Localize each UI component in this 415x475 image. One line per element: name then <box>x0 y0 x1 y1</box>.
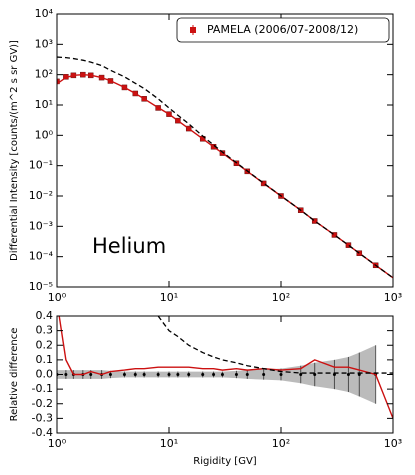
plot-area <box>57 56 393 279</box>
data-point <box>156 373 160 376</box>
y-tick-label: 10² <box>35 68 53 81</box>
x-tick-label: 10⁰ <box>48 437 67 450</box>
legend-marker <box>190 27 196 33</box>
x-tick-label: 10² <box>272 291 290 304</box>
y-tick-label: 0.0 <box>36 368 54 381</box>
data-point <box>262 373 266 376</box>
data-point <box>299 373 303 376</box>
y-tick-label: 10⁻¹ <box>29 159 53 172</box>
data-point <box>122 373 126 376</box>
data-point <box>212 373 216 376</box>
annotation: Helium <box>92 234 166 258</box>
y-tick-label: 0.4 <box>36 309 54 322</box>
axes-frame <box>56 13 394 288</box>
y-tick-label: 0.1 <box>36 353 54 366</box>
y-tick-label: -0.4 <box>32 426 53 439</box>
plot-area <box>57 316 393 419</box>
data-point <box>133 373 137 376</box>
x-tick-label: 10¹ <box>160 291 178 304</box>
data-point <box>64 373 68 376</box>
series-line <box>58 316 393 419</box>
x-tick-label: 10⁰ <box>48 291 67 304</box>
data-point <box>313 373 317 376</box>
data-point <box>187 373 191 376</box>
x-tick-label: 10³ <box>384 291 402 304</box>
data-point <box>220 373 224 376</box>
data-point <box>234 373 238 376</box>
y-tick-label: 10⁻⁵ <box>29 280 53 293</box>
axes-frame <box>56 315 394 434</box>
data-point <box>108 373 112 376</box>
error-band <box>57 345 376 404</box>
legend-box <box>176 17 390 43</box>
y-tick-label: 0.3 <box>36 324 54 337</box>
data-point <box>142 373 146 376</box>
data-point <box>176 373 180 376</box>
data-point <box>332 373 336 376</box>
x-axis-label: Rigidity [GV] <box>193 456 256 467</box>
data-point <box>167 373 171 376</box>
y-axis-label: Relative difference <box>9 328 20 422</box>
x-tick-label: 10³ <box>384 437 402 450</box>
y-tick-label: -0.1 <box>32 382 53 395</box>
x-tick-label: 10² <box>272 437 290 450</box>
data-point <box>201 373 205 376</box>
data-point <box>245 373 249 376</box>
y-tick-label: 10⁻³ <box>29 219 53 232</box>
series-line <box>57 56 393 279</box>
data-point <box>89 373 93 376</box>
y-tick-label: 10⁴ <box>35 7 54 20</box>
y-tick-label: -0.2 <box>32 397 53 410</box>
y-tick-label: 10³ <box>35 37 53 50</box>
y-tick-label: 10⁰ <box>35 128 54 141</box>
y-tick-label: -0.3 <box>32 411 53 424</box>
data-point <box>357 373 361 376</box>
data-point <box>279 373 283 376</box>
y-tick-label: 10¹ <box>35 98 53 111</box>
y-tick-label: 10⁻² <box>29 189 53 202</box>
y-tick-label: 0.2 <box>36 338 54 351</box>
y-axis-label: Differential Intensity [counts/(m^2 s sr… <box>9 40 20 261</box>
data-point <box>346 373 350 376</box>
y-tick-label: 10⁻⁴ <box>29 250 54 263</box>
series-line <box>157 316 393 374</box>
x-tick-label: 10¹ <box>160 437 178 450</box>
legend-label: PAMELA (2006/07-2008/12) <box>207 23 358 36</box>
